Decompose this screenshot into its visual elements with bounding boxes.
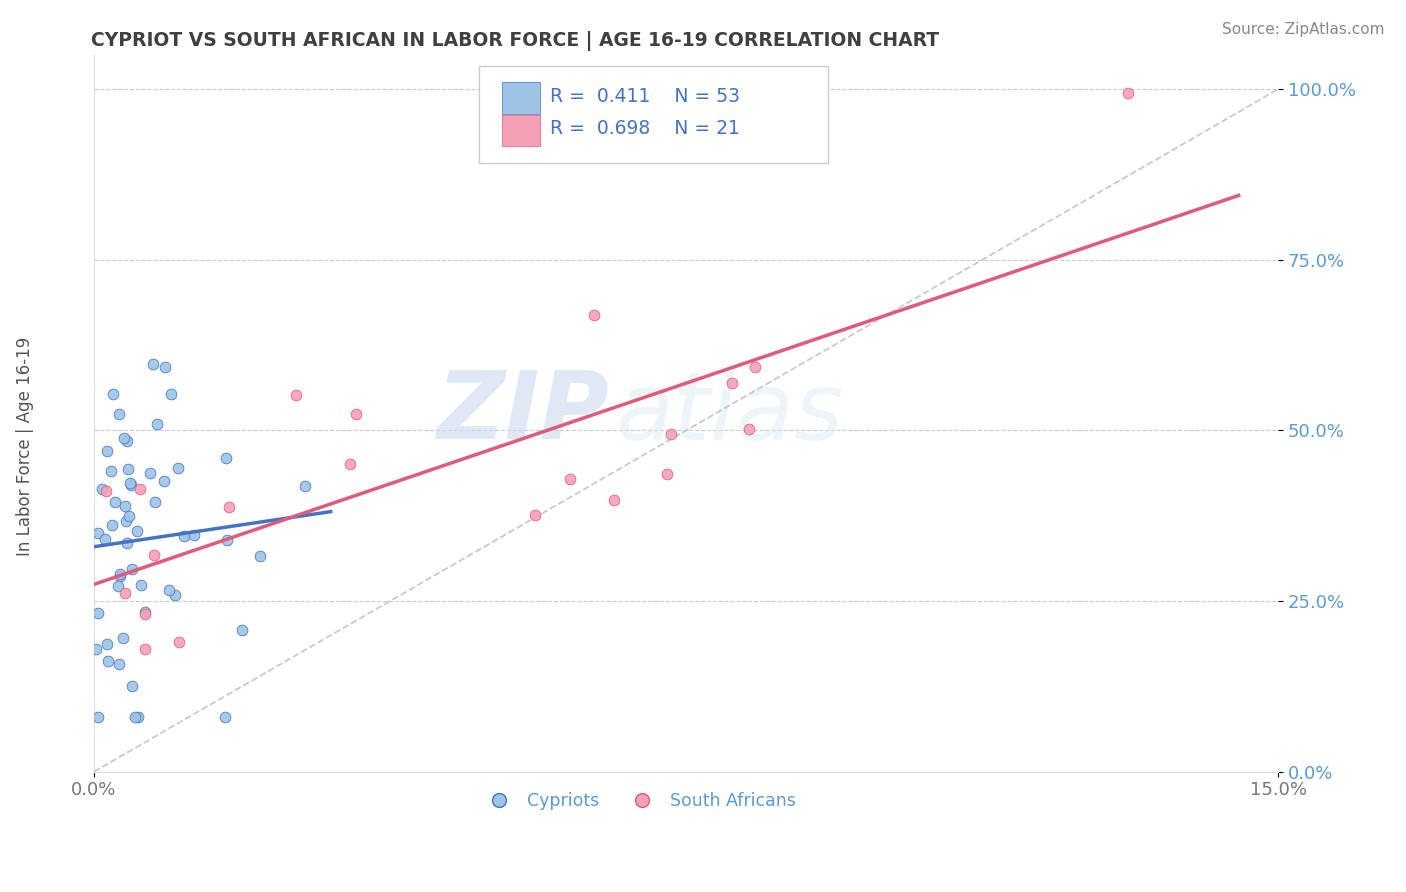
Point [124,710,146,724]
Point [153,360,176,375]
Point [117,461,139,475]
Point [129,483,152,497]
Point [169,635,191,649]
Point [120,477,142,491]
Point [218,500,240,514]
Point [215,450,238,465]
Text: Source: ZipAtlas.com: Source: ZipAtlas.com [1222,22,1385,37]
Point [560,472,582,486]
Point [339,457,361,471]
Point [117,434,139,448]
Point [142,357,165,371]
Point [524,508,547,522]
Point [101,517,124,532]
Point [118,475,141,490]
FancyBboxPatch shape [479,66,828,162]
Point [107,579,129,593]
Text: atlas: atlas [614,368,844,458]
Point [142,548,165,562]
Text: CYPRIOT VS SOUTH AFRICAN IN LABOR FORCE | AGE 16-19 CORRELATION CHART: CYPRIOT VS SOUTH AFRICAN IN LABOR FORCE … [91,31,939,51]
Point [87,526,110,541]
Point [114,500,136,514]
FancyBboxPatch shape [502,82,540,114]
Point [294,479,316,493]
Point [231,623,253,637]
Point [1116,86,1139,100]
Point [84,641,107,656]
Point [134,641,156,656]
Text: ZIP: ZIP [436,368,609,459]
Text: In Labor Force | Age 16-19: In Labor Force | Age 16-19 [17,336,34,556]
Point [118,509,141,524]
Point [138,466,160,480]
Point [108,407,131,421]
Point [173,529,195,543]
Point [112,632,135,646]
Point [159,387,181,401]
Point [214,710,236,724]
Text: R =  0.411    N = 53: R = 0.411 N = 53 [550,87,740,106]
Point [744,360,766,375]
Text: R =  0.698    N = 21: R = 0.698 N = 21 [550,120,740,138]
Legend: Cypriots, South Africans: Cypriots, South Africans [474,785,803,817]
Point [582,308,605,322]
Point [721,376,744,390]
Point [659,426,682,441]
Point [143,495,166,509]
Point [183,528,205,542]
Point [108,657,131,672]
Point [134,607,156,621]
Point [215,533,238,548]
Point [110,569,132,583]
FancyBboxPatch shape [502,114,540,146]
Point [738,422,761,436]
Point [96,637,118,651]
Point [249,549,271,563]
Point [114,514,136,528]
Point [603,493,626,508]
Point [284,388,307,402]
Point [114,586,136,600]
Point [101,387,124,401]
Point [153,474,176,488]
Point [166,460,188,475]
Point [86,607,108,621]
Point [100,464,122,478]
Point [145,417,167,432]
Point [163,588,186,602]
Point [94,532,117,546]
Point [121,679,143,693]
Point [127,710,149,724]
Point [134,605,156,619]
Point [112,431,135,445]
Point [121,562,143,576]
Point [655,467,678,481]
Point [129,578,152,592]
Point [90,482,112,496]
Point [344,407,367,421]
Point [104,494,127,508]
Point [108,567,131,582]
Point [96,483,118,498]
Point [125,524,148,538]
Point [87,710,110,724]
Point [96,444,118,458]
Point [115,536,138,550]
Point [157,582,180,597]
Point [97,654,120,668]
